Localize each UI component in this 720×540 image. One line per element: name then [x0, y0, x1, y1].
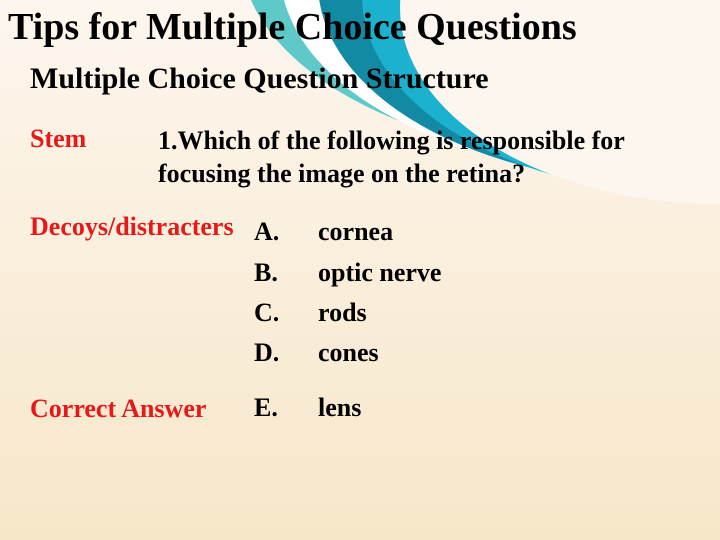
- slide-title: Tips for Multiple Choice Questions: [8, 8, 708, 48]
- correct-answer-label: Correct Answer: [30, 394, 206, 424]
- stem-number: 1.: [158, 126, 178, 155]
- options-row: Decoys/distracters A. cornea B. optic ne…: [30, 212, 708, 427]
- slide: Tips for Multiple Choice Questions Multi…: [0, 0, 720, 540]
- option-letter: E.: [254, 388, 318, 428]
- options-list: A. cornea B. optic nerve C. rods D. cone…: [254, 212, 708, 427]
- option-letter: A.: [254, 212, 318, 252]
- option-d: D. cones: [254, 333, 708, 373]
- slide-subtitle: Multiple Choice Question Structure: [30, 62, 708, 96]
- option-letter: C.: [254, 293, 318, 333]
- option-a: A. cornea: [254, 212, 708, 252]
- option-e: E. lens: [254, 388, 708, 428]
- option-text: rods: [318, 293, 367, 333]
- option-text: cornea: [318, 212, 393, 252]
- stem-row: Stem 1.Which of the following is respons…: [30, 124, 708, 191]
- option-text: optic nerve: [318, 253, 441, 293]
- stem-label: Stem: [30, 124, 158, 191]
- stem-question: Which of the following is responsible fo…: [158, 126, 624, 188]
- option-text: cones: [318, 333, 379, 373]
- option-letter: D.: [254, 333, 318, 373]
- stem-text: 1.Which of the following is responsible …: [158, 124, 708, 191]
- option-b: B. optic nerve: [254, 253, 708, 293]
- option-c: C. rods: [254, 293, 708, 333]
- option-letter: B.: [254, 253, 318, 293]
- slide-content: Tips for Multiple Choice Questions Multi…: [0, 0, 720, 428]
- option-text: lens: [318, 388, 361, 428]
